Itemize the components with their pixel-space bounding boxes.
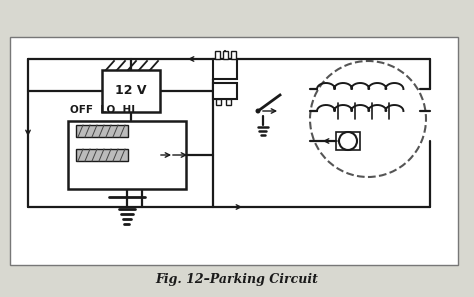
Bar bbox=[215, 51, 220, 59]
Bar bbox=[213, 59, 237, 79]
Bar bbox=[10, 37, 458, 265]
Bar bbox=[336, 132, 360, 150]
Text: Fig. 12–Parking Circuit: Fig. 12–Parking Circuit bbox=[155, 274, 319, 287]
Bar bbox=[216, 99, 221, 105]
Bar bbox=[76, 149, 128, 161]
Bar bbox=[102, 70, 160, 112]
Bar bbox=[226, 99, 231, 105]
Circle shape bbox=[339, 132, 357, 150]
Bar bbox=[223, 51, 228, 59]
Bar bbox=[213, 83, 237, 99]
Circle shape bbox=[255, 108, 261, 113]
Text: 12 V: 12 V bbox=[115, 85, 147, 97]
Bar bbox=[231, 51, 236, 59]
Bar bbox=[76, 125, 128, 137]
Text: OFF  LO  HI: OFF LO HI bbox=[70, 105, 135, 115]
Circle shape bbox=[310, 61, 426, 177]
Bar bbox=[68, 121, 186, 189]
